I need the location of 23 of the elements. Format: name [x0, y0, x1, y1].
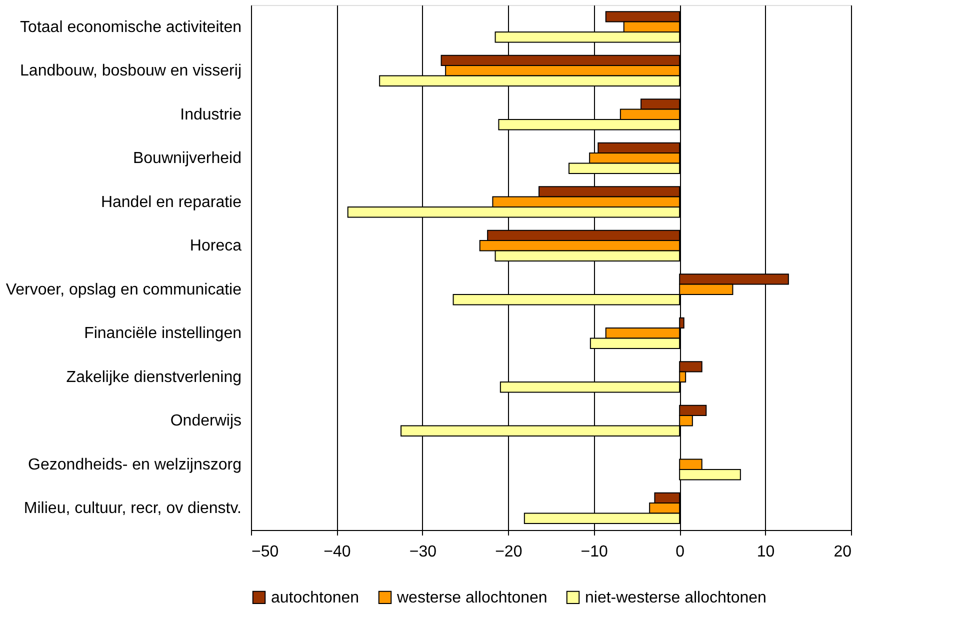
y-tick-label: Horeca [190, 238, 242, 255]
x-tick-label: −40 [324, 544, 351, 560]
y-tick-label: Handel en reparatie [100, 194, 242, 211]
x-tick-label: 10 [756, 544, 775, 560]
x-tick-label: −50 [252, 544, 279, 560]
y-tick-label: Onderwijs [170, 412, 242, 430]
legend-label: autochtonen [271, 589, 360, 606]
x-tick-label: 20 [834, 544, 852, 560]
x-tick-label: −30 [409, 544, 437, 560]
y-tick-label: Gezondheids- en welzijnszorg [28, 456, 242, 474]
y-tick-label: Financiële instellingen [84, 325, 242, 342]
legend-label: niet-westerse allochtonen [585, 589, 766, 606]
y-tick-label: Zakelijke dienstverlening [66, 368, 242, 386]
y-tick-label: Bouwnijverheid [132, 150, 242, 168]
y-tick-label: Milieu, cultuur, recr, ov dienstv. [24, 500, 242, 518]
x-tick-label: 0 [676, 544, 685, 560]
x-tick-label: −20 [495, 544, 522, 560]
y-tick-label: Landbouw, bosbouw en visserij [20, 62, 242, 80]
y-tick-label: Totaal economische activiteiten [20, 18, 242, 36]
y-tick-label: Vervoer, opslag en communicatie [6, 281, 242, 298]
y-tick-label: Industrie [180, 106, 242, 124]
legend-label: westerse allochtonen [396, 589, 548, 606]
x-tick-label: −10 [580, 544, 608, 560]
